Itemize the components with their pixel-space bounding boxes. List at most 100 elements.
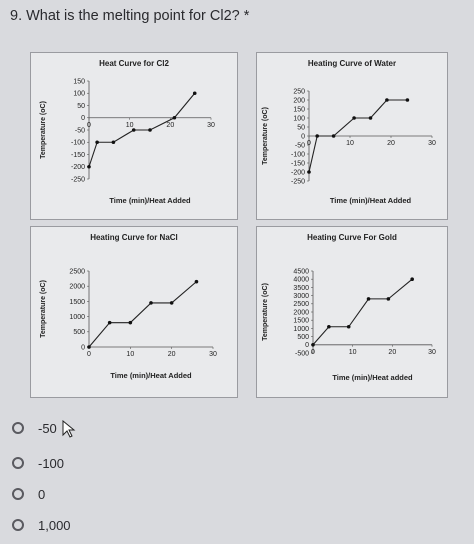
- data-point: [410, 277, 414, 281]
- data-point: [128, 320, 133, 325]
- x-tick-label: 0: [311, 349, 315, 356]
- x-tick-label: 30: [428, 349, 436, 356]
- y-tick-label: 2500: [293, 301, 309, 308]
- data-point: [352, 116, 356, 120]
- chart-panel-gold: Heating Curve For Gold 4500 4000 3500 3000 2…: [256, 226, 448, 398]
- y-axis-label: Temperature (oC): [40, 280, 47, 338]
- y-tick-label: 100: [73, 91, 85, 98]
- x-tick-label: 0: [307, 140, 311, 147]
- option-label: 0: [38, 486, 46, 502]
- radio-circle-icon[interactable]: [12, 457, 24, 469]
- y-tick-label: 0: [81, 344, 85, 351]
- x-tick-label: 10: [346, 140, 354, 147]
- chart-title: Heating Curve of Water: [307, 59, 397, 68]
- question-text: 9. What is the melting point for Cl2? *: [10, 8, 250, 24]
- series-line: [88, 92, 196, 167]
- y-axis-label: Temperature (oC): [262, 107, 269, 165]
- y-tick-label: -200: [71, 164, 85, 171]
- x-axis-label: Time (min)/Heat added: [332, 373, 413, 382]
- y-tick-label: 4000: [293, 277, 309, 284]
- data-point: [95, 140, 99, 145]
- x-tick-label: 10: [126, 351, 134, 358]
- x-axis-label: Time (min)/Heat Added: [109, 196, 191, 205]
- data-point: [331, 134, 336, 138]
- data-point: [405, 98, 410, 102]
- y-axis-label: Temperature (oC): [40, 101, 47, 159]
- data-point: [327, 324, 331, 329]
- y-tick-label: 250: [293, 88, 305, 95]
- option-3[interactable]: 0: [12, 484, 45, 504]
- data-point: [172, 115, 177, 120]
- x-tick-label: 30: [428, 140, 436, 147]
- y-tick-label: 50: [297, 124, 305, 131]
- x-tick-label: 20: [388, 349, 396, 356]
- data-point: [87, 345, 91, 349]
- y-tick-label: -500: [295, 350, 309, 357]
- data-point: [315, 134, 319, 138]
- y-tick-label: 200: [293, 97, 305, 104]
- y-tick-label: -150: [71, 152, 85, 159]
- x-tick-label: 10: [349, 349, 357, 356]
- option-2[interactable]: -100: [12, 453, 64, 473]
- radio-circle-icon[interactable]: [12, 422, 24, 434]
- y-tick-label: 3500: [293, 285, 309, 292]
- y-tick-label: 0: [81, 115, 85, 122]
- data-point: [311, 343, 315, 347]
- data-point: [111, 140, 116, 145]
- chart-panel-nacl: Heating Curve for NaCl 2500 2000 1500 1000 5…: [30, 226, 238, 398]
- data-point: [386, 297, 391, 301]
- y-tick-label: -50: [295, 142, 305, 149]
- x-axis-label: Time (min)/Heat Added: [110, 371, 192, 380]
- x-tick-label: 0: [87, 122, 91, 129]
- y-tick-label: -100: [291, 151, 305, 158]
- option-4[interactable]: 1,000: [12, 515, 71, 535]
- y-tick-label: -250: [291, 178, 305, 185]
- y-tick-label: 0: [305, 342, 309, 349]
- data-point: [131, 128, 136, 132]
- data-point: [368, 116, 373, 120]
- y-tick-label: 150: [73, 78, 85, 85]
- y-tick-label: 1500: [69, 299, 85, 306]
- y-tick-label: 1500: [293, 318, 309, 325]
- y-tick-label: 2500: [69, 268, 85, 275]
- y-tick-label: -250: [71, 176, 85, 183]
- chart-panel-cl2: Heat Curve for Cl2 150 100 50 0 -50 -100 -150-…: [30, 52, 238, 220]
- option-label: 1,000: [38, 517, 71, 533]
- x-tick-label: 0: [87, 351, 91, 358]
- y-tick-label: -100: [71, 140, 85, 147]
- series-line: [88, 281, 197, 348]
- chart-svg: 450040003500300025002000150010005000-500…: [262, 268, 436, 382]
- chart-title: Heating Curve For Gold: [307, 233, 397, 242]
- y-tick-label: 0: [301, 133, 305, 140]
- y-tick-label: 50: [77, 103, 85, 110]
- data-point: [107, 320, 112, 325]
- option-label: -100: [38, 455, 65, 471]
- x-tick-label: 20: [387, 140, 395, 147]
- x-axis-label: Time (min)/Heat Added: [330, 196, 412, 205]
- chart-svg: 2500 2000 1500 1000 500 00 10 20 30 Temperature (…: [40, 268, 217, 380]
- option-label: -50: [38, 420, 57, 436]
- data-point: [346, 324, 351, 329]
- radio-circle-icon[interactable]: [12, 488, 24, 500]
- radio-circle-icon[interactable]: [12, 519, 24, 531]
- chart-panel-water: Heating Curve of Water 250 200 150 100 50 0 -5…: [256, 52, 448, 220]
- data-point: [194, 279, 199, 284]
- data-point: [366, 297, 371, 301]
- mouse-pointer-icon: [62, 420, 76, 438]
- y-tick-label: -50: [75, 127, 85, 134]
- y-tick-label: 100: [293, 115, 305, 122]
- y-tick-label: 4500: [293, 268, 309, 275]
- data-point: [87, 164, 91, 169]
- x-tick-label: 20: [166, 122, 174, 129]
- y-tick-label: 3000: [293, 293, 309, 300]
- x-tick-label: 10: [126, 122, 134, 129]
- x-tick-label: 30: [209, 351, 217, 358]
- data-point: [385, 98, 389, 102]
- y-tick-label: 2000: [293, 309, 309, 316]
- x-tick-label: 20: [168, 351, 176, 358]
- option-1[interactable]: -50: [12, 418, 57, 438]
- data-point: [307, 170, 311, 174]
- y-axis-label: Temperature (oC): [262, 283, 269, 341]
- chart-title: Heating Curve for NaCl: [90, 233, 178, 242]
